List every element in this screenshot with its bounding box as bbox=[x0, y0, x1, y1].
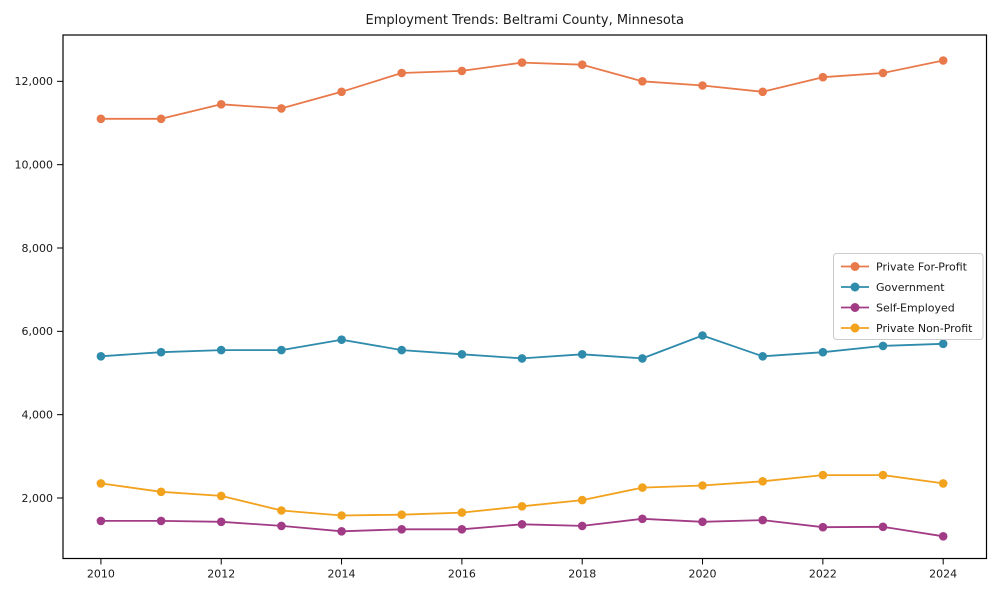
series-layer bbox=[96, 56, 948, 541]
chart-point-private-for-profit-2017 bbox=[517, 58, 527, 67]
chart-point-self-employed-2022 bbox=[818, 522, 828, 532]
chart-point-government-2016 bbox=[457, 350, 467, 359]
x-tick-label: 2018 bbox=[568, 568, 596, 581]
x-tick-label: 2014 bbox=[328, 568, 356, 581]
x-tick-label: 2022 bbox=[809, 568, 837, 581]
chart-point-government-2013 bbox=[277, 345, 286, 355]
chart-point-government-2022 bbox=[818, 347, 828, 357]
chart-point-private-non-profit-2018 bbox=[577, 495, 587, 505]
chart-line-private-for-profit bbox=[100, 59, 945, 120]
chart-point-self-employed-2024 bbox=[938, 532, 948, 541]
chart-point-private-non-profit-2013 bbox=[277, 506, 286, 515]
chart-point-government-2018 bbox=[577, 350, 587, 359]
chart-point-self-employed-2010 bbox=[96, 516, 106, 526]
y-tick-label: 4,000 bbox=[22, 408, 54, 421]
chart-point-self-employed-2015 bbox=[397, 525, 407, 534]
chart-point-private-non-profit-2021 bbox=[758, 477, 767, 486]
chart-point-government-2012 bbox=[216, 345, 226, 355]
y-tick-label: 2,000 bbox=[22, 492, 54, 505]
legend-item-government: Government bbox=[841, 281, 945, 294]
x-tick-label: 2012 bbox=[207, 568, 235, 581]
legend-frame bbox=[833, 253, 984, 340]
legend-marker-private-for-profit bbox=[850, 262, 860, 271]
chart-point-private-non-profit-2022 bbox=[818, 470, 828, 480]
chart-point-private-for-profit-2014 bbox=[337, 87, 346, 97]
legend-label-government: Government bbox=[876, 281, 945, 294]
chart-point-private-non-profit-2014 bbox=[337, 511, 346, 520]
chart-point-government-2014 bbox=[337, 335, 346, 345]
chart-point-private-non-profit-2017 bbox=[517, 502, 527, 511]
chart-point-private-non-profit-2020 bbox=[698, 481, 707, 490]
chart-point-self-employed-2016 bbox=[457, 525, 467, 534]
chart-point-private-for-profit-2013 bbox=[277, 104, 286, 113]
chart-point-self-employed-2011 bbox=[156, 516, 166, 526]
legend-item-private-for-profit: Private For-Profit bbox=[841, 260, 968, 273]
legend-label-private-non-profit: Private Non-Profit bbox=[876, 322, 973, 335]
chart-point-government-2010 bbox=[96, 352, 106, 361]
chart-point-private-non-profit-2019 bbox=[638, 483, 647, 492]
chart-point-private-for-profit-2010 bbox=[96, 114, 106, 124]
chart-point-private-for-profit-2021 bbox=[758, 87, 767, 97]
chart-point-private-non-profit-2011 bbox=[156, 487, 166, 497]
chart-point-self-employed-2018 bbox=[577, 521, 587, 531]
series-private-non-profit bbox=[96, 470, 948, 520]
x-tick-label: 2010 bbox=[87, 568, 115, 581]
chart-point-private-non-profit-2023 bbox=[878, 470, 888, 480]
chart-point-self-employed-2023 bbox=[878, 522, 888, 532]
chart-point-self-employed-2019 bbox=[638, 514, 647, 524]
chart-point-self-employed-2017 bbox=[517, 520, 527, 529]
legend-marker-private-non-profit bbox=[850, 323, 860, 333]
chart-point-private-non-profit-2010 bbox=[96, 479, 106, 488]
legend-item-self-employed: Self-Employed bbox=[841, 301, 955, 314]
axes-layer: 2,000 4,000 6,000 8,000 10,000 12,000 2010 2012… bbox=[15, 34, 988, 581]
chart-point-government-2019 bbox=[638, 354, 647, 363]
legend-label-self-employed: Self-Employed bbox=[876, 301, 955, 314]
chart-point-government-2015 bbox=[397, 345, 407, 355]
chart-point-private-for-profit-2015 bbox=[397, 68, 407, 78]
chart-point-private-non-profit-2015 bbox=[397, 510, 407, 519]
y-tick-label: 10,000 bbox=[15, 158, 54, 171]
chart-point-self-employed-2021 bbox=[758, 515, 767, 525]
chart-point-self-employed-2012 bbox=[216, 517, 226, 527]
legend-marker-self-employed bbox=[850, 303, 860, 312]
chart-point-self-employed-2020 bbox=[698, 517, 707, 527]
x-tick-label: 2016 bbox=[448, 568, 476, 581]
chart-point-government-2017 bbox=[517, 354, 527, 363]
chart-point-private-for-profit-2020 bbox=[698, 81, 707, 90]
chart-point-private-for-profit-2024 bbox=[938, 56, 948, 65]
chart-point-private-for-profit-2012 bbox=[216, 100, 226, 109]
legend-marker-government bbox=[850, 282, 860, 292]
chart-point-government-2021 bbox=[758, 352, 767, 361]
series-government bbox=[96, 331, 948, 363]
chart-point-self-employed-2014 bbox=[337, 527, 346, 536]
x-tick-label: 2020 bbox=[689, 568, 717, 581]
chart-point-government-2023 bbox=[878, 341, 888, 351]
chart-point-private-for-profit-2023 bbox=[878, 68, 888, 78]
plot-frame bbox=[62, 34, 988, 560]
chart-point-private-for-profit-2019 bbox=[638, 77, 647, 86]
legend-item-private-non-profit: Private Non-Profit bbox=[841, 322, 973, 335]
y-tick-label: 8,000 bbox=[22, 242, 54, 255]
chart-point-private-non-profit-2016 bbox=[457, 508, 467, 517]
chart-point-government-2024 bbox=[938, 339, 948, 349]
x-tick-label: 2024 bbox=[929, 568, 957, 581]
chart-title: Employment Trends: Beltrami County, Minn… bbox=[366, 13, 684, 28]
y-tick-label: 12,000 bbox=[15, 75, 54, 88]
chart-point-private-non-profit-2024 bbox=[938, 479, 948, 488]
series-self-employed bbox=[96, 514, 948, 541]
chart-point-government-2011 bbox=[156, 347, 166, 357]
chart-point-private-non-profit-2012 bbox=[216, 491, 226, 501]
legend-layer: Private For-Profit Government Self-Employe… bbox=[833, 253, 984, 340]
chart-point-private-for-profit-2018 bbox=[577, 60, 587, 69]
chart-point-private-for-profit-2016 bbox=[457, 66, 467, 76]
legend-label-private-for-profit: Private For-Profit bbox=[876, 260, 968, 273]
chart-point-government-2020 bbox=[698, 331, 707, 340]
y-tick-label: 6,000 bbox=[22, 325, 54, 338]
chart-point-self-employed-2013 bbox=[277, 521, 286, 531]
series-private-for-profit bbox=[96, 56, 948, 124]
chart-point-private-for-profit-2011 bbox=[156, 114, 166, 124]
chart-point-private-for-profit-2022 bbox=[818, 72, 828, 82]
